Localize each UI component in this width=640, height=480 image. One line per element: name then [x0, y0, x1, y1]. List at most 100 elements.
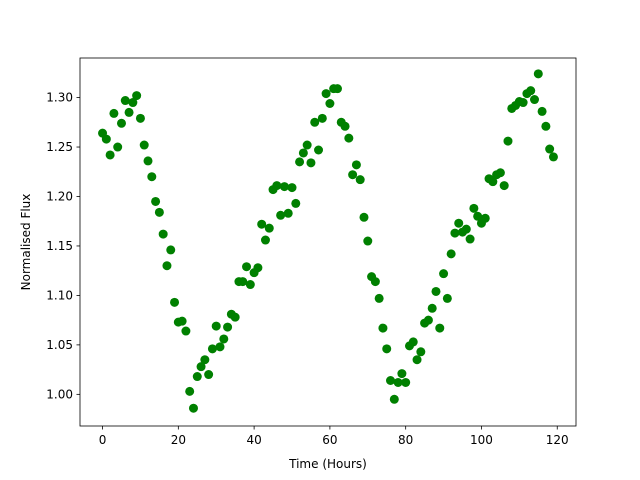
scatter-point	[393, 377, 403, 387]
x-tick-label: 80	[398, 433, 413, 447]
scatter-point	[188, 403, 198, 413]
scatter-point	[211, 321, 221, 331]
scatter-point	[359, 212, 369, 222]
scatter-point	[442, 293, 452, 303]
scatter-point	[204, 370, 214, 380]
scatter-point	[526, 86, 536, 96]
scatter-point	[287, 183, 297, 193]
scatter-point	[264, 223, 274, 233]
scatter-point	[461, 224, 471, 234]
scatter-point	[386, 375, 396, 385]
scatter-point	[154, 207, 164, 217]
scatter-point	[162, 261, 172, 271]
scatter-point	[181, 326, 191, 336]
scatter-point	[151, 196, 161, 206]
scatter-point	[101, 134, 111, 144]
scatter-point	[158, 229, 168, 239]
scatter-point	[332, 84, 342, 94]
scatter-point	[412, 355, 422, 365]
scatter-point	[363, 236, 373, 246]
scatter-point	[306, 158, 316, 168]
scatter-point	[272, 181, 282, 191]
scatter-point	[230, 312, 240, 322]
scatter-point	[143, 156, 153, 166]
scatter-point	[276, 210, 286, 220]
scatter-point	[120, 96, 130, 106]
scatter-point	[435, 323, 445, 333]
scatter-point	[147, 172, 157, 182]
scatter-point	[207, 344, 217, 354]
y-tick-label: 1.30	[46, 91, 73, 105]
scatter-point	[378, 323, 388, 333]
scatter-point	[499, 181, 509, 191]
scatter-point	[245, 280, 255, 290]
scatter-point	[302, 140, 312, 150]
scatter-point	[439, 269, 449, 279]
scatter-point	[295, 157, 305, 167]
y-tick-label: 1.10	[46, 288, 73, 302]
x-tick-label: 120	[546, 433, 569, 447]
scatter-point	[408, 337, 418, 347]
scatter-point	[185, 386, 195, 396]
scatter-point	[317, 113, 327, 123]
y-tick-label: 1.20	[46, 189, 73, 203]
scatter-point	[135, 113, 145, 123]
scatter-point	[446, 249, 456, 259]
y-axis-label: Normalised Flux	[19, 194, 33, 291]
scatter-point	[518, 98, 528, 108]
y-tick-label: 1.05	[46, 338, 73, 352]
scatter-point	[530, 95, 540, 105]
scatter-point	[166, 245, 176, 255]
scatter-point	[473, 211, 483, 221]
scatter-point	[548, 152, 558, 162]
scatter-point	[416, 347, 426, 357]
scatter-point	[257, 219, 267, 229]
scatter-point	[219, 334, 229, 344]
scatter-point	[310, 117, 320, 127]
scatter-point	[545, 144, 555, 154]
y-tick-label: 1.25	[46, 140, 73, 154]
scatter-point	[488, 177, 498, 187]
scatter-point	[431, 286, 441, 296]
scatter-point	[283, 208, 293, 218]
scatter-point	[325, 99, 335, 109]
scatter-point	[348, 170, 358, 180]
scatter-point	[503, 136, 513, 146]
scatter-point	[291, 198, 301, 208]
scatter-point	[533, 69, 543, 79]
scatter-point	[279, 182, 289, 192]
scatter-point	[321, 89, 331, 99]
scatter-point	[465, 234, 475, 244]
scatter-point	[238, 277, 248, 287]
scatter-point	[223, 322, 233, 332]
x-tick-label: 20	[171, 433, 186, 447]
scatter-point	[469, 203, 479, 213]
scatter-point	[401, 377, 411, 387]
scatter-point	[389, 394, 399, 404]
scatter-point	[355, 175, 365, 185]
scatter-point	[116, 118, 126, 128]
scatter-point	[374, 293, 384, 303]
scatter-point	[382, 344, 392, 354]
scatter-point	[370, 277, 380, 287]
plot-frame	[79, 57, 577, 427]
scatter-point	[495, 168, 505, 178]
scatter-point	[298, 148, 308, 158]
scatter-point	[340, 121, 350, 131]
scatter-point	[113, 142, 123, 152]
scatter-point	[192, 372, 202, 382]
scatter-point	[344, 133, 354, 143]
x-tick-label: 0	[99, 433, 107, 447]
x-tick-label: 40	[246, 433, 261, 447]
scatter-point	[397, 369, 407, 379]
scatter-point	[541, 121, 551, 131]
x-tick-label: 100	[470, 433, 493, 447]
scatter-point	[242, 262, 252, 272]
scatter-point	[177, 316, 187, 326]
x-axis-label: Time (Hours)	[288, 457, 367, 471]
scatter-point	[132, 91, 142, 101]
scatter-point	[196, 362, 206, 372]
scatter-point	[200, 355, 210, 365]
scatter-point	[450, 228, 460, 238]
scatter-point	[537, 106, 547, 116]
